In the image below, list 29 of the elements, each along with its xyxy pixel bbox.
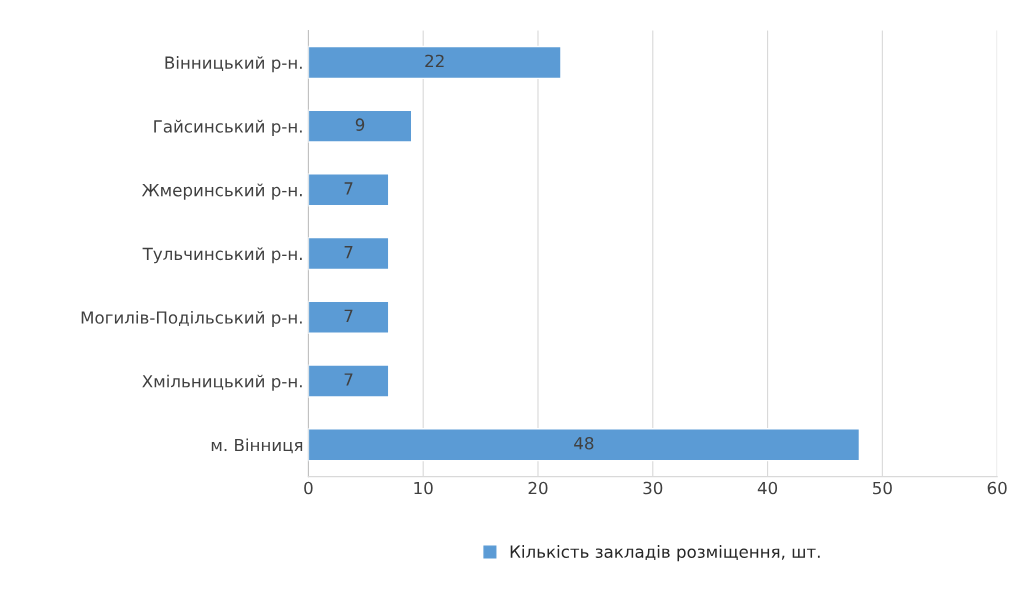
bar	[308, 364, 390, 398]
x-tick-label: 10	[414, 481, 433, 495]
y-tick-label: Могилів-Подільський р-н.	[81, 310, 302, 328]
y-tick-label: Вінницький р-н.	[165, 56, 302, 73]
legend-label: Кількість закладів розміщення, шт.	[510, 545, 820, 562]
x-tick-label: 40	[757, 481, 778, 495]
data-label: 7	[344, 246, 353, 259]
data-label: 22	[425, 54, 444, 68]
x-tick-label: 0	[304, 481, 313, 495]
data-label: 7	[344, 309, 353, 322]
bar	[308, 45, 562, 80]
y-tick-label: Жмеринський р-н.	[141, 183, 302, 200]
y-tick-label: Гайсинський р-н.	[154, 119, 302, 136]
bar	[308, 300, 390, 334]
x-tick-label: 50	[873, 481, 892, 495]
x-tick-label: 30	[643, 481, 663, 495]
data-label: 7	[344, 373, 353, 386]
y-tick-label: м. Вінниця	[211, 438, 303, 454]
bar	[308, 236, 390, 271]
x-tick-label: 20	[528, 481, 548, 495]
bar	[308, 428, 861, 462]
y-tick-label: Хмільницький р-н.	[142, 374, 302, 391]
data-label: 7	[344, 182, 353, 195]
bar	[308, 173, 390, 207]
x-tick-label: 60	[987, 481, 1007, 495]
bar	[308, 109, 413, 143]
y-tick-label: Тульчинський р-н.	[142, 247, 302, 264]
data-label: 9	[355, 118, 365, 131]
data-label: 48	[574, 436, 594, 450]
